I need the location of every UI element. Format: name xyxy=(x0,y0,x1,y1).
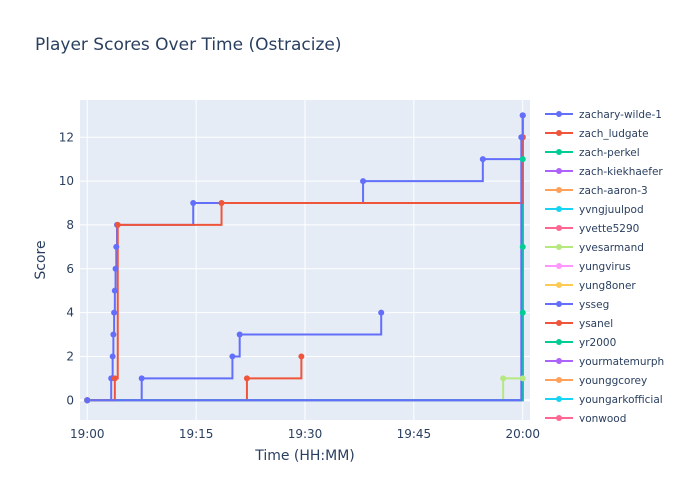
legend-swatch-marker xyxy=(556,111,562,117)
data-point xyxy=(111,309,118,316)
data-point xyxy=(229,353,236,360)
legend-swatch-marker xyxy=(556,282,562,288)
legend-item[interactable]: zach-kiekhaefer xyxy=(545,166,663,178)
legend-item[interactable]: yr2000 xyxy=(545,337,616,349)
legend-label: yonwood xyxy=(579,413,626,425)
y-tick-label: 0 xyxy=(66,393,74,407)
legend-item[interactable]: yvette5290 xyxy=(545,223,639,235)
legend-item[interactable]: yonwood xyxy=(545,413,626,425)
data-point xyxy=(190,200,197,207)
x-tick-label: 20:00 xyxy=(505,427,540,441)
data-point xyxy=(109,353,116,360)
legend-swatch-marker xyxy=(556,358,562,364)
x-axis-label: Time (HH:MM) xyxy=(254,448,355,464)
legend-item[interactable]: zachary-wilde-1 xyxy=(545,109,662,121)
data-point xyxy=(479,156,486,163)
legend-swatch-marker xyxy=(556,149,562,155)
legend-swatch-marker xyxy=(556,415,562,421)
legend-item[interactable]: zach-aaron-3 xyxy=(545,185,648,197)
legend-item[interactable]: yvesarmand xyxy=(545,242,644,254)
data-point xyxy=(111,375,118,382)
legend-item[interactable]: zach-perkel xyxy=(545,147,640,159)
legend-label: zach-kiekhaefer xyxy=(579,166,663,178)
legend-swatch-marker xyxy=(556,320,562,326)
legend-item[interactable]: zach_ludgate xyxy=(545,128,649,140)
y-tick-label: 4 xyxy=(66,306,74,320)
legend-swatch-marker xyxy=(556,396,562,402)
legend-item[interactable]: yvngjuulpod xyxy=(545,204,644,216)
legend[interactable]: zachary-wilde-1 zach_ludgate zach-perkel za… xyxy=(545,109,664,425)
legend-label: zach-aaron-3 xyxy=(579,185,648,197)
data-point xyxy=(218,200,225,207)
legend-swatch-marker xyxy=(556,130,562,136)
series-markers xyxy=(84,112,526,404)
data-point xyxy=(519,309,526,316)
legend-label: youngarkofficial xyxy=(579,394,663,406)
data-point xyxy=(378,309,385,316)
y-tick-label: 8 xyxy=(66,218,74,232)
legend-swatch-marker xyxy=(556,225,562,231)
x-tick-label: 19:45 xyxy=(397,427,432,441)
x-tick-label: 19:30 xyxy=(288,427,323,441)
legend-label: yvette5290 xyxy=(579,223,639,235)
data-point xyxy=(519,156,526,163)
legend-label: zach-perkel xyxy=(579,147,640,159)
y-tick-label: 12 xyxy=(59,130,74,144)
legend-item[interactable]: yung8oner xyxy=(545,280,636,292)
x-tick-label: 19:00 xyxy=(70,427,105,441)
data-point xyxy=(112,265,119,272)
x-tick-label: 19:15 xyxy=(179,427,214,441)
legend-swatch-marker xyxy=(556,301,562,307)
legend-label: yung8oner xyxy=(579,280,636,292)
legend-label: yr2000 xyxy=(579,337,616,349)
y-tick-label: 2 xyxy=(66,349,74,363)
legend-item[interactable]: yungvirus xyxy=(545,261,631,273)
legend-label: yvngjuulpod xyxy=(579,204,644,216)
x-tick-labels: 19:00 19:15 19:30 19:45 20:00 xyxy=(70,427,540,441)
legend-swatch-marker xyxy=(556,187,562,193)
legend-item[interactable]: ysseg xyxy=(545,299,609,311)
data-point xyxy=(243,375,250,382)
legend-swatch-marker xyxy=(556,244,562,250)
data-point xyxy=(113,243,120,250)
legend-swatch-marker xyxy=(556,339,562,345)
legend-swatch-marker xyxy=(556,206,562,212)
legend-swatch-marker xyxy=(556,377,562,383)
legend-label: zach_ludgate xyxy=(579,128,649,140)
y-axis-label: Score xyxy=(33,240,49,279)
data-point xyxy=(110,331,117,338)
legend-label: ysanel xyxy=(579,318,613,330)
data-point xyxy=(360,178,367,185)
legend-item[interactable]: ysanel xyxy=(545,318,613,330)
legend-item[interactable]: yourmatemurph xyxy=(545,356,664,368)
y-tick-label: 10 xyxy=(59,174,74,188)
legend-label: yungvirus xyxy=(579,261,631,273)
data-point xyxy=(519,112,526,119)
data-point xyxy=(111,287,118,294)
data-point xyxy=(519,375,526,382)
legend-label: younggcorey xyxy=(579,375,647,387)
legend-item[interactable]: youngarkofficial xyxy=(545,394,663,406)
legend-label: zachary-wilde-1 xyxy=(579,109,662,121)
chart-title: Player Scores Over Time (Ostracize) xyxy=(35,35,342,55)
data-point xyxy=(518,134,525,141)
data-point xyxy=(236,331,243,338)
data-point xyxy=(84,397,91,404)
data-point xyxy=(298,353,305,360)
data-point xyxy=(500,375,507,382)
y-tick-labels: 0 2 4 6 8 10 12 xyxy=(59,130,74,407)
data-point xyxy=(519,243,526,250)
legend-swatch-marker xyxy=(556,263,562,269)
data-point xyxy=(114,221,121,228)
legend-swatch-marker xyxy=(556,168,562,174)
data-point xyxy=(138,375,145,382)
y-tick-label: 6 xyxy=(66,262,74,276)
legend-label: yvesarmand xyxy=(579,242,644,254)
legend-item[interactable]: younggcorey xyxy=(545,375,647,387)
legend-label: ysseg xyxy=(579,299,609,311)
legend-label: yourmatemurph xyxy=(579,356,664,368)
